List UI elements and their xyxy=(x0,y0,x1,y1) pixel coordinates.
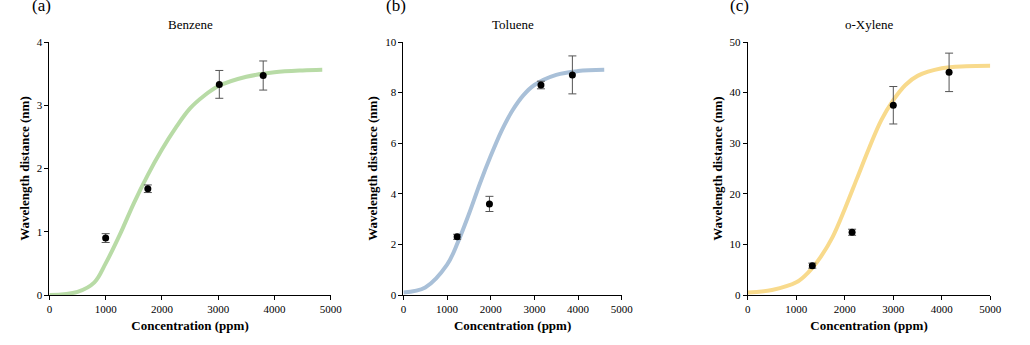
svg-text:0: 0 xyxy=(745,303,751,315)
svg-text:3000: 3000 xyxy=(207,303,230,315)
svg-text:0: 0 xyxy=(391,289,397,301)
svg-text:40: 40 xyxy=(730,86,742,98)
svg-text:1: 1 xyxy=(37,226,43,238)
svg-text:(b): (b) xyxy=(386,0,406,15)
svg-text:10: 10 xyxy=(385,36,397,48)
svg-text:3000: 3000 xyxy=(523,303,546,315)
svg-text:5000: 5000 xyxy=(979,303,1002,315)
svg-text:2000: 2000 xyxy=(480,303,503,315)
svg-text:3000: 3000 xyxy=(882,303,905,315)
svg-text:4: 4 xyxy=(391,188,397,200)
svg-text:4000: 4000 xyxy=(931,303,954,315)
svg-text:2000: 2000 xyxy=(151,303,174,315)
svg-text:3: 3 xyxy=(37,99,43,111)
svg-text:4000: 4000 xyxy=(567,303,590,315)
svg-text:6: 6 xyxy=(391,137,397,149)
svg-text:0: 0 xyxy=(37,289,43,301)
svg-text:2000: 2000 xyxy=(834,303,857,315)
svg-text:5000: 5000 xyxy=(320,303,343,315)
svg-text:o-Xylene: o-Xylene xyxy=(845,17,894,32)
svg-text:1000: 1000 xyxy=(95,303,118,315)
svg-text:2: 2 xyxy=(391,238,397,250)
svg-text:0: 0 xyxy=(401,303,407,315)
svg-text:10: 10 xyxy=(730,238,742,250)
svg-text:1000: 1000 xyxy=(785,303,808,315)
svg-text:0: 0 xyxy=(47,303,53,315)
svg-text:Wavelength distance (nm): Wavelength distance (nm) xyxy=(365,96,380,240)
svg-text:1000: 1000 xyxy=(436,303,459,315)
svg-text:20: 20 xyxy=(730,188,742,200)
svg-text:Concentration (ppm): Concentration (ppm) xyxy=(454,318,571,333)
svg-text:Wavelength distance (nm): Wavelength distance (nm) xyxy=(710,96,725,240)
svg-text:Concentration (ppm): Concentration (ppm) xyxy=(131,318,248,333)
svg-text:4000: 4000 xyxy=(263,303,286,315)
svg-text:2: 2 xyxy=(37,162,43,174)
svg-text:5000: 5000 xyxy=(611,303,634,315)
svg-text:50: 50 xyxy=(730,36,742,48)
svg-text:Benzene: Benzene xyxy=(168,17,213,32)
svg-text:Concentration (ppm): Concentration (ppm) xyxy=(810,318,927,333)
svg-text:Toluene: Toluene xyxy=(492,17,534,32)
svg-text:30: 30 xyxy=(730,137,742,149)
svg-text:Wavelength distance (nm): Wavelength distance (nm) xyxy=(17,96,32,240)
svg-text:(a): (a) xyxy=(32,0,51,15)
svg-text:4: 4 xyxy=(37,36,43,48)
svg-text:8: 8 xyxy=(391,86,397,98)
svg-text:0: 0 xyxy=(735,289,741,301)
svg-text:(c): (c) xyxy=(730,0,749,15)
